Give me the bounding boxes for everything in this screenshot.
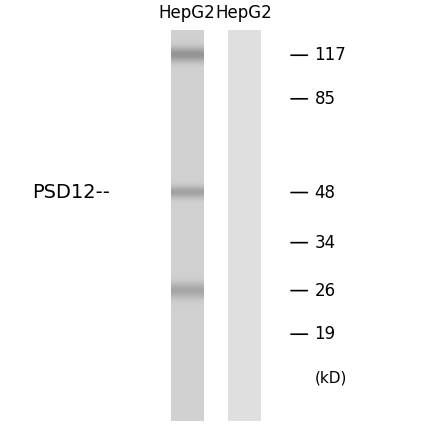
Text: 26: 26 [315, 282, 336, 299]
Text: 85: 85 [315, 90, 336, 108]
Text: 48: 48 [315, 183, 336, 202]
Text: (kD): (kD) [315, 370, 347, 385]
Text: 117: 117 [315, 46, 346, 64]
Text: 19: 19 [315, 325, 336, 343]
Text: PSD12--: PSD12-- [32, 183, 110, 202]
Text: HepG2: HepG2 [216, 4, 272, 22]
Bar [171, 31, 204, 422]
Text: HepG2: HepG2 [159, 4, 215, 22]
Text: 34: 34 [315, 234, 336, 252]
Bar [228, 31, 261, 422]
